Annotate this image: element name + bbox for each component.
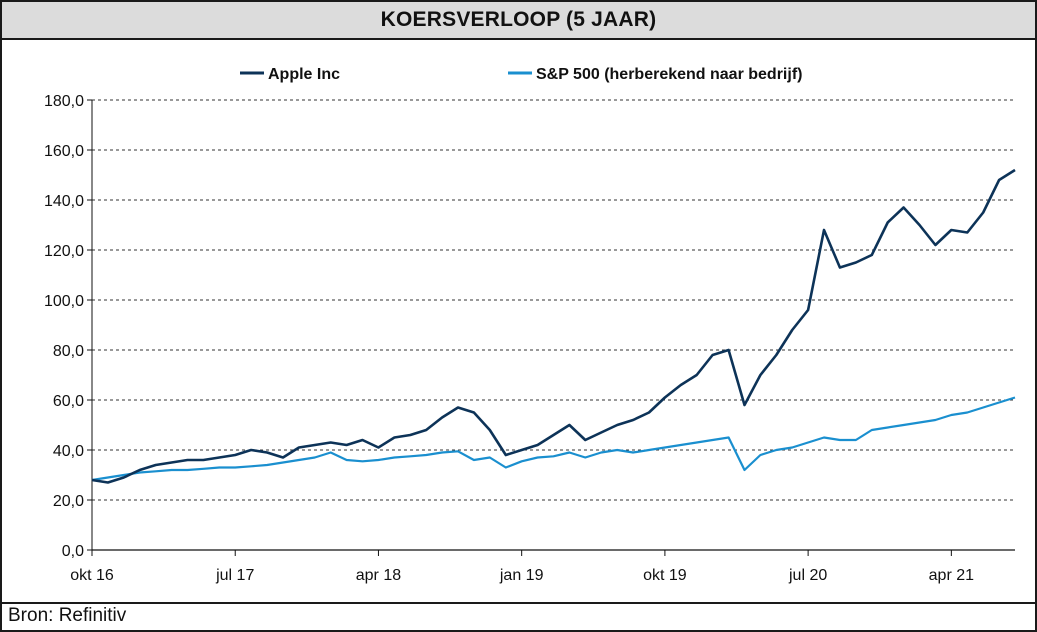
axes: 0,0 20,0 40,0 60,0 80,0 100,0 120,0 140,0 160,0 1… xyxy=(44,93,1015,584)
line-chart: 0,0 20,0 40,0 60,0 80,0 100,0 120,0 140,0 160,0 1… xyxy=(44,66,1016,584)
y-tick-label: 80,0 xyxy=(53,343,84,360)
x-tick-label: jan 19 xyxy=(499,567,544,584)
chart-title: KOERSVERLOOP (5 JAAR) xyxy=(380,8,657,31)
source-bar: Bron: Refinitiv xyxy=(2,602,1035,632)
x-tick-label: jul 20 xyxy=(788,567,827,584)
source-label: Bron: Refinitiv xyxy=(8,605,127,626)
y-tick-label: 40,0 xyxy=(53,443,84,460)
y-tick-label: 20,0 xyxy=(53,493,84,510)
y-tick-label: 0,0 xyxy=(62,543,84,560)
y-tick-label: 60,0 xyxy=(53,393,84,410)
grid-lines xyxy=(92,99,1015,501)
x-tick-label: jul 17 xyxy=(215,567,254,584)
legend: Apple Inc S&P 500 (herberekend naar bedr… xyxy=(240,66,802,83)
legend-label-apple: Apple Inc xyxy=(268,66,340,83)
legend-label-sp500: S&P 500 (herberekend naar bedrijf) xyxy=(536,66,802,83)
y-tick-label: 100,0 xyxy=(44,293,84,310)
series-lines xyxy=(91,168,1016,484)
y-tick-label: 160,0 xyxy=(44,143,84,160)
x-tick-label: okt 16 xyxy=(70,567,114,584)
series-line-sp500 xyxy=(91,396,1016,482)
y-tick-label: 140,0 xyxy=(44,193,84,210)
x-tick-label: okt 19 xyxy=(643,567,687,584)
title-bar: KOERSVERLOOP (5 JAAR) xyxy=(2,2,1035,40)
y-tick-label: 120,0 xyxy=(44,243,84,260)
series-line-apple xyxy=(91,168,1016,484)
x-tick-label: apr 18 xyxy=(356,567,401,584)
y-tick-label: 180,0 xyxy=(44,93,84,110)
x-tick-label: apr 21 xyxy=(929,567,974,584)
